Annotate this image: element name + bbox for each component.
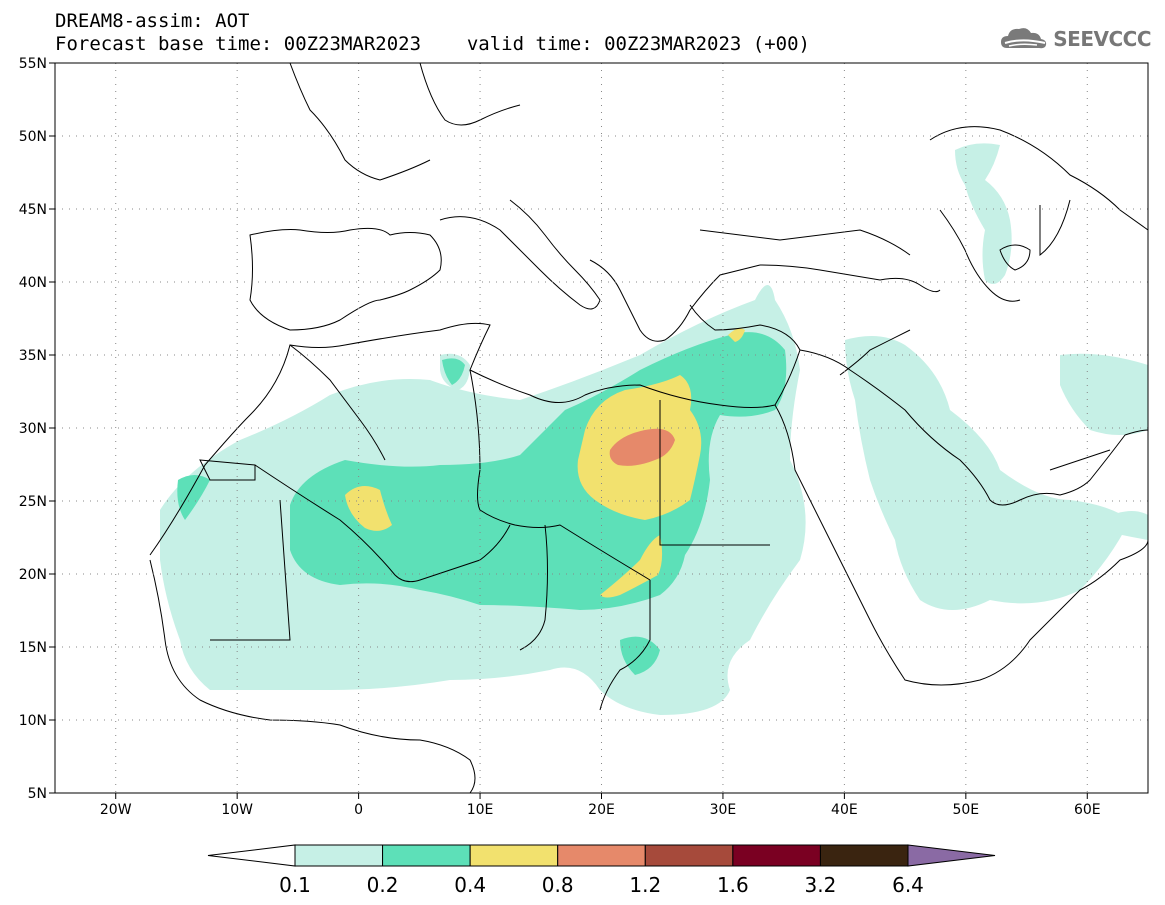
colorbar-label: 3.2 — [805, 873, 837, 897]
colorbar-label: 6.4 — [892, 873, 924, 897]
lon-tick-label: 60E — [1074, 802, 1101, 818]
lon-tick-label: 10E — [467, 802, 494, 818]
colorbar-segment — [382, 844, 471, 867]
lon-tick-label: 30E — [710, 802, 737, 818]
colorbar-segment — [819, 844, 909, 867]
map-title: DREAM8-assim: AOT — [55, 10, 250, 32]
base-time: Forecast base time: 00Z23MAR2023 — [55, 33, 422, 55]
lon-tick-label: 20E — [588, 802, 615, 818]
colorbar-segment — [732, 844, 821, 867]
colorbar-label: 1.6 — [717, 873, 749, 897]
lat-tick-label: 50N — [19, 129, 47, 145]
lat-tick-label: 25N — [19, 494, 47, 510]
colorbar-label: 0.1 — [279, 873, 311, 897]
lon-tick-label: 50E — [952, 802, 979, 818]
graticule — [55, 63, 1148, 793]
aot-band-very-high — [609, 428, 675, 466]
colorbar-high-arrow — [907, 844, 996, 867]
valid-time: valid time: 00Z23MAR2023 (+00) — [466, 33, 810, 55]
lat-tick-label: 5N — [28, 786, 47, 802]
colorbar-label: 0.4 — [454, 873, 486, 897]
colorbar-label: 0.2 — [367, 873, 399, 897]
colorbar-label: 0.8 — [542, 873, 574, 897]
colorbar: 0.1 0.2 0.4 0.8 1.2 1.6 3.2 6.4 — [207, 844, 996, 897]
brand-name: SEEVCCC — [1053, 27, 1151, 51]
lat-tick-label: 15N — [19, 640, 47, 656]
coastlines-borders — [149, 63, 1148, 793]
lat-tick-label: 20N — [19, 567, 47, 583]
colorbar-segment — [557, 844, 646, 867]
colorbar-segment — [644, 844, 734, 867]
map-axes: 55N 50N 45N 40N 35N 30N 25N 20N 15N 10N 5N 20W 10W 0 1… — [19, 56, 1101, 818]
colorbar-segment — [294, 844, 384, 867]
lat-tick-label: 30N — [19, 421, 47, 437]
lat-tick-label: 45N — [19, 202, 47, 218]
lat-tick-label: 35N — [19, 348, 47, 364]
lon-tick-label: 10W — [221, 802, 253, 818]
lat-tick-label: 10N — [19, 713, 47, 729]
lon-tick-label: 0 — [354, 802, 363, 818]
lon-tick-label: 20W — [100, 802, 132, 818]
cloud-icon — [1001, 28, 1047, 49]
lat-tick-label: 55N — [19, 56, 47, 72]
lat-tick-label: 40N — [19, 275, 47, 291]
forecast-times: Forecast base time: 00Z23MAR2023 valid t… — [55, 33, 810, 55]
colorbar-segment — [469, 844, 559, 867]
colorbar-label: 1.2 — [629, 873, 661, 897]
brand-logo: SEEVCCC — [999, 22, 1151, 56]
lon-tick-label: 40E — [831, 802, 858, 818]
colorbar-low-arrow — [207, 844, 296, 867]
aot-field — [55, 63, 1148, 793]
